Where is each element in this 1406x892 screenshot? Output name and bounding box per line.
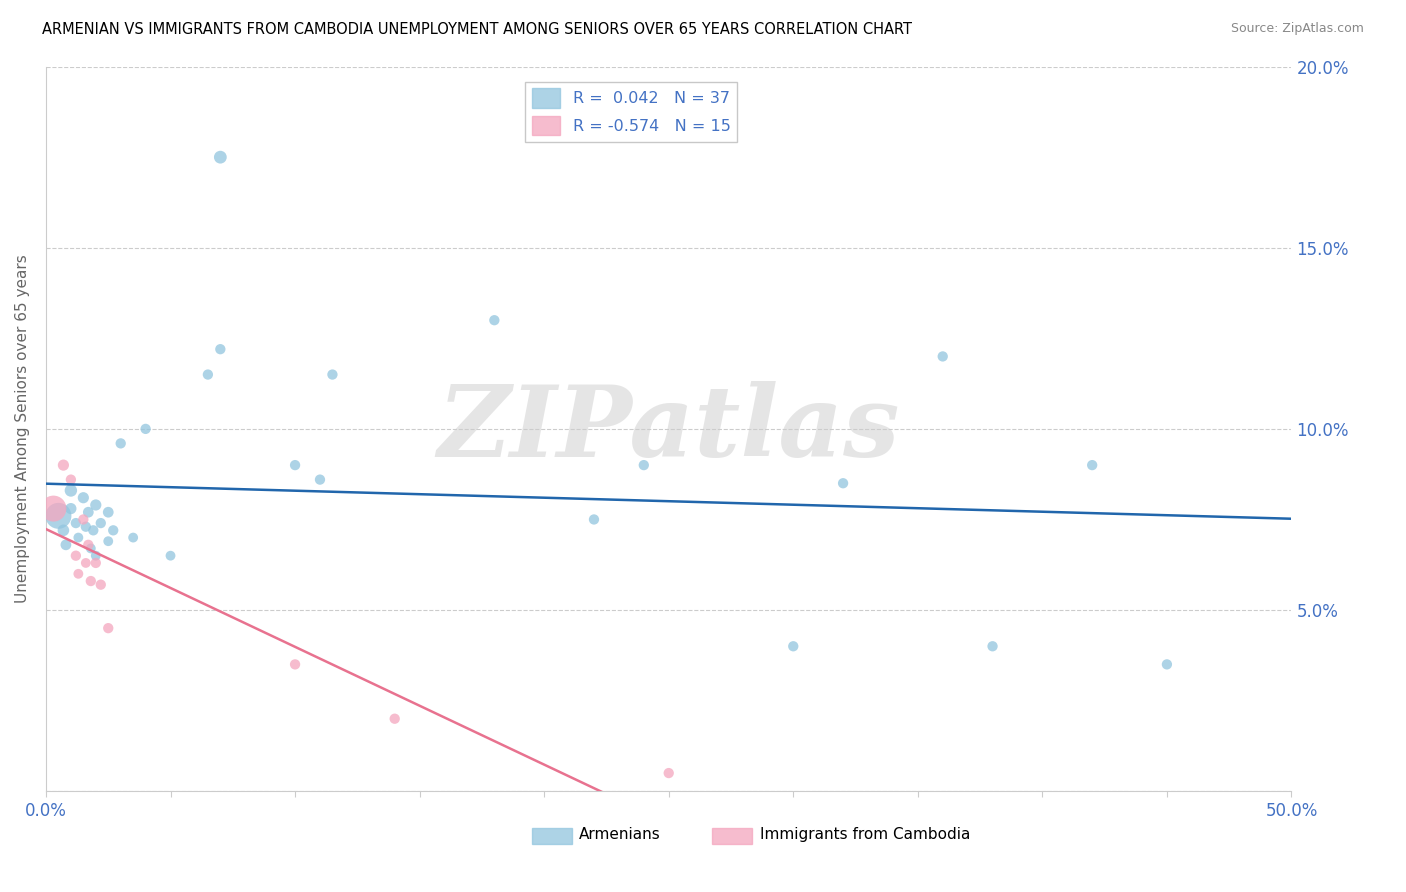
- Point: [67, 566, 90, 581]
- Point: [52, 524, 75, 538]
- Point: [97, 534, 120, 549]
- Point: [82, 524, 104, 538]
- Point: [52, 458, 75, 472]
- Point: [284, 458, 307, 472]
- Point: [931, 350, 953, 364]
- Point: [90, 577, 112, 591]
- Text: ARMENIAN VS IMMIGRANTS FROM CAMBODIA UNEMPLOYMENT AMONG SENIORS OVER 65 YEARS CO: ARMENIAN VS IMMIGRANTS FROM CAMBODIA UNE…: [42, 22, 912, 37]
- FancyBboxPatch shape: [531, 828, 572, 844]
- Point: [77, 505, 100, 519]
- Text: Immigrants from Cambodia: Immigrants from Cambodia: [759, 827, 970, 842]
- Point: [59, 473, 82, 487]
- Point: [59, 501, 82, 516]
- Point: [84, 556, 107, 570]
- Point: [484, 313, 506, 327]
- Y-axis label: Unemployment Among Seniors over 65 years: Unemployment Among Seniors over 65 years: [15, 254, 30, 603]
- Point: [309, 473, 332, 487]
- Point: [384, 712, 406, 726]
- Point: [209, 150, 232, 164]
- Point: [1156, 657, 1178, 672]
- Text: Source: ZipAtlas.com: Source: ZipAtlas.com: [1230, 22, 1364, 36]
- Point: [80, 541, 103, 556]
- Point: [67, 531, 90, 545]
- Point: [284, 657, 307, 672]
- Point: [159, 549, 181, 563]
- Point: [209, 342, 232, 356]
- Legend: R =  0.042   N = 37, R = -0.574   N = 15: R = 0.042 N = 37, R = -0.574 N = 15: [526, 82, 737, 142]
- Point: [1081, 458, 1104, 472]
- Point: [77, 538, 100, 552]
- Point: [782, 640, 804, 654]
- Point: [981, 640, 1004, 654]
- Point: [103, 524, 125, 538]
- FancyBboxPatch shape: [713, 828, 752, 844]
- Point: [48, 508, 70, 523]
- Point: [59, 483, 82, 498]
- Text: Armenians: Armenians: [579, 827, 661, 842]
- Point: [55, 538, 77, 552]
- Point: [110, 436, 132, 450]
- Point: [72, 491, 94, 505]
- Point: [42, 501, 65, 516]
- Point: [65, 549, 87, 563]
- Point: [321, 368, 343, 382]
- Point: [197, 368, 219, 382]
- Point: [97, 621, 120, 635]
- Point: [832, 476, 855, 491]
- Point: [97, 505, 120, 519]
- Point: [80, 574, 103, 588]
- Point: [122, 531, 145, 545]
- Point: [582, 512, 605, 526]
- Point: [72, 512, 94, 526]
- Point: [75, 519, 97, 533]
- Point: [84, 549, 107, 563]
- Point: [65, 516, 87, 530]
- Point: [75, 556, 97, 570]
- Point: [633, 458, 655, 472]
- Point: [90, 516, 112, 530]
- Point: [658, 766, 681, 780]
- Text: ZIPatlas: ZIPatlas: [437, 381, 900, 477]
- Point: [135, 422, 157, 436]
- Point: [84, 498, 107, 512]
